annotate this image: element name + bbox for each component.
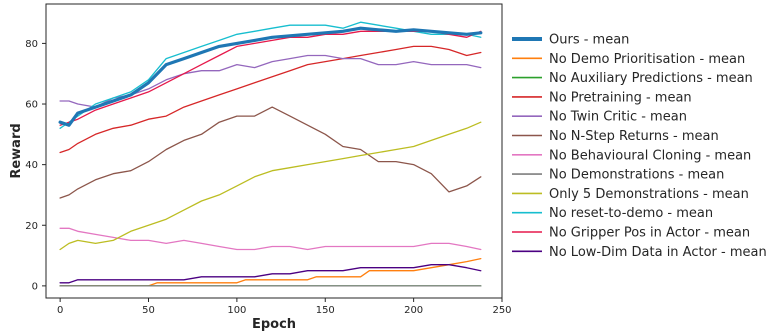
series-line-6 <box>59 227 482 251</box>
y-tick-label: 60 <box>25 100 38 111</box>
series-line-11 <box>59 264 482 284</box>
plot-frame <box>45 3 503 299</box>
legend-label: No reset-to-demo - mean <box>549 206 713 221</box>
series-line-8 <box>59 121 482 251</box>
x-axis-label: Epoch <box>252 317 296 332</box>
series-line-5 <box>59 106 482 199</box>
legend-label: No Twin Critic - mean <box>549 110 687 125</box>
y-tick-label: 40 <box>25 160 38 171</box>
x-tick-label: 250 <box>492 305 511 316</box>
x-tick-label: 150 <box>316 305 335 316</box>
legend-label: No N-Step Returns - mean <box>549 129 719 144</box>
x-tick-label: 50 <box>142 305 155 316</box>
legend-label: No Gripper Pos in Actor - mean <box>549 226 750 241</box>
x-tick-label: 100 <box>227 305 246 316</box>
series-layer <box>58 21 483 287</box>
legend-label: Only 5 Demonstrations - mean <box>549 187 749 202</box>
legend-label: No Demo Prioritisation - mean <box>549 52 745 67</box>
legend-label: No Auxiliary Predictions - mean <box>549 71 753 86</box>
legend: Ours - mean No Demo Prioritisation - mean… <box>512 33 767 260</box>
legend-label: No Pretraining - mean <box>549 90 692 105</box>
series-line-3 <box>59 45 482 154</box>
legend-label: No Behavioural Cloning - mean <box>549 148 751 163</box>
legend-label: No Low-Dim Data in Actor - mean <box>549 245 767 260</box>
legend-label: Ours - mean <box>549 33 629 48</box>
series-line-0 <box>58 26 483 127</box>
x-tick-label: 0 <box>57 305 63 316</box>
y-tick-label: 80 <box>25 39 38 50</box>
y-tick-label: 20 <box>25 221 38 232</box>
x-tick-label: 200 <box>404 305 423 316</box>
legend-label: No Demonstrations - mean <box>549 168 724 183</box>
tick-layer: 0 50 100 150 200 250 0 20 40 60 80 <box>25 39 511 316</box>
y-tick-label: 0 <box>32 281 38 292</box>
y-axis-label: Reward <box>9 123 24 178</box>
